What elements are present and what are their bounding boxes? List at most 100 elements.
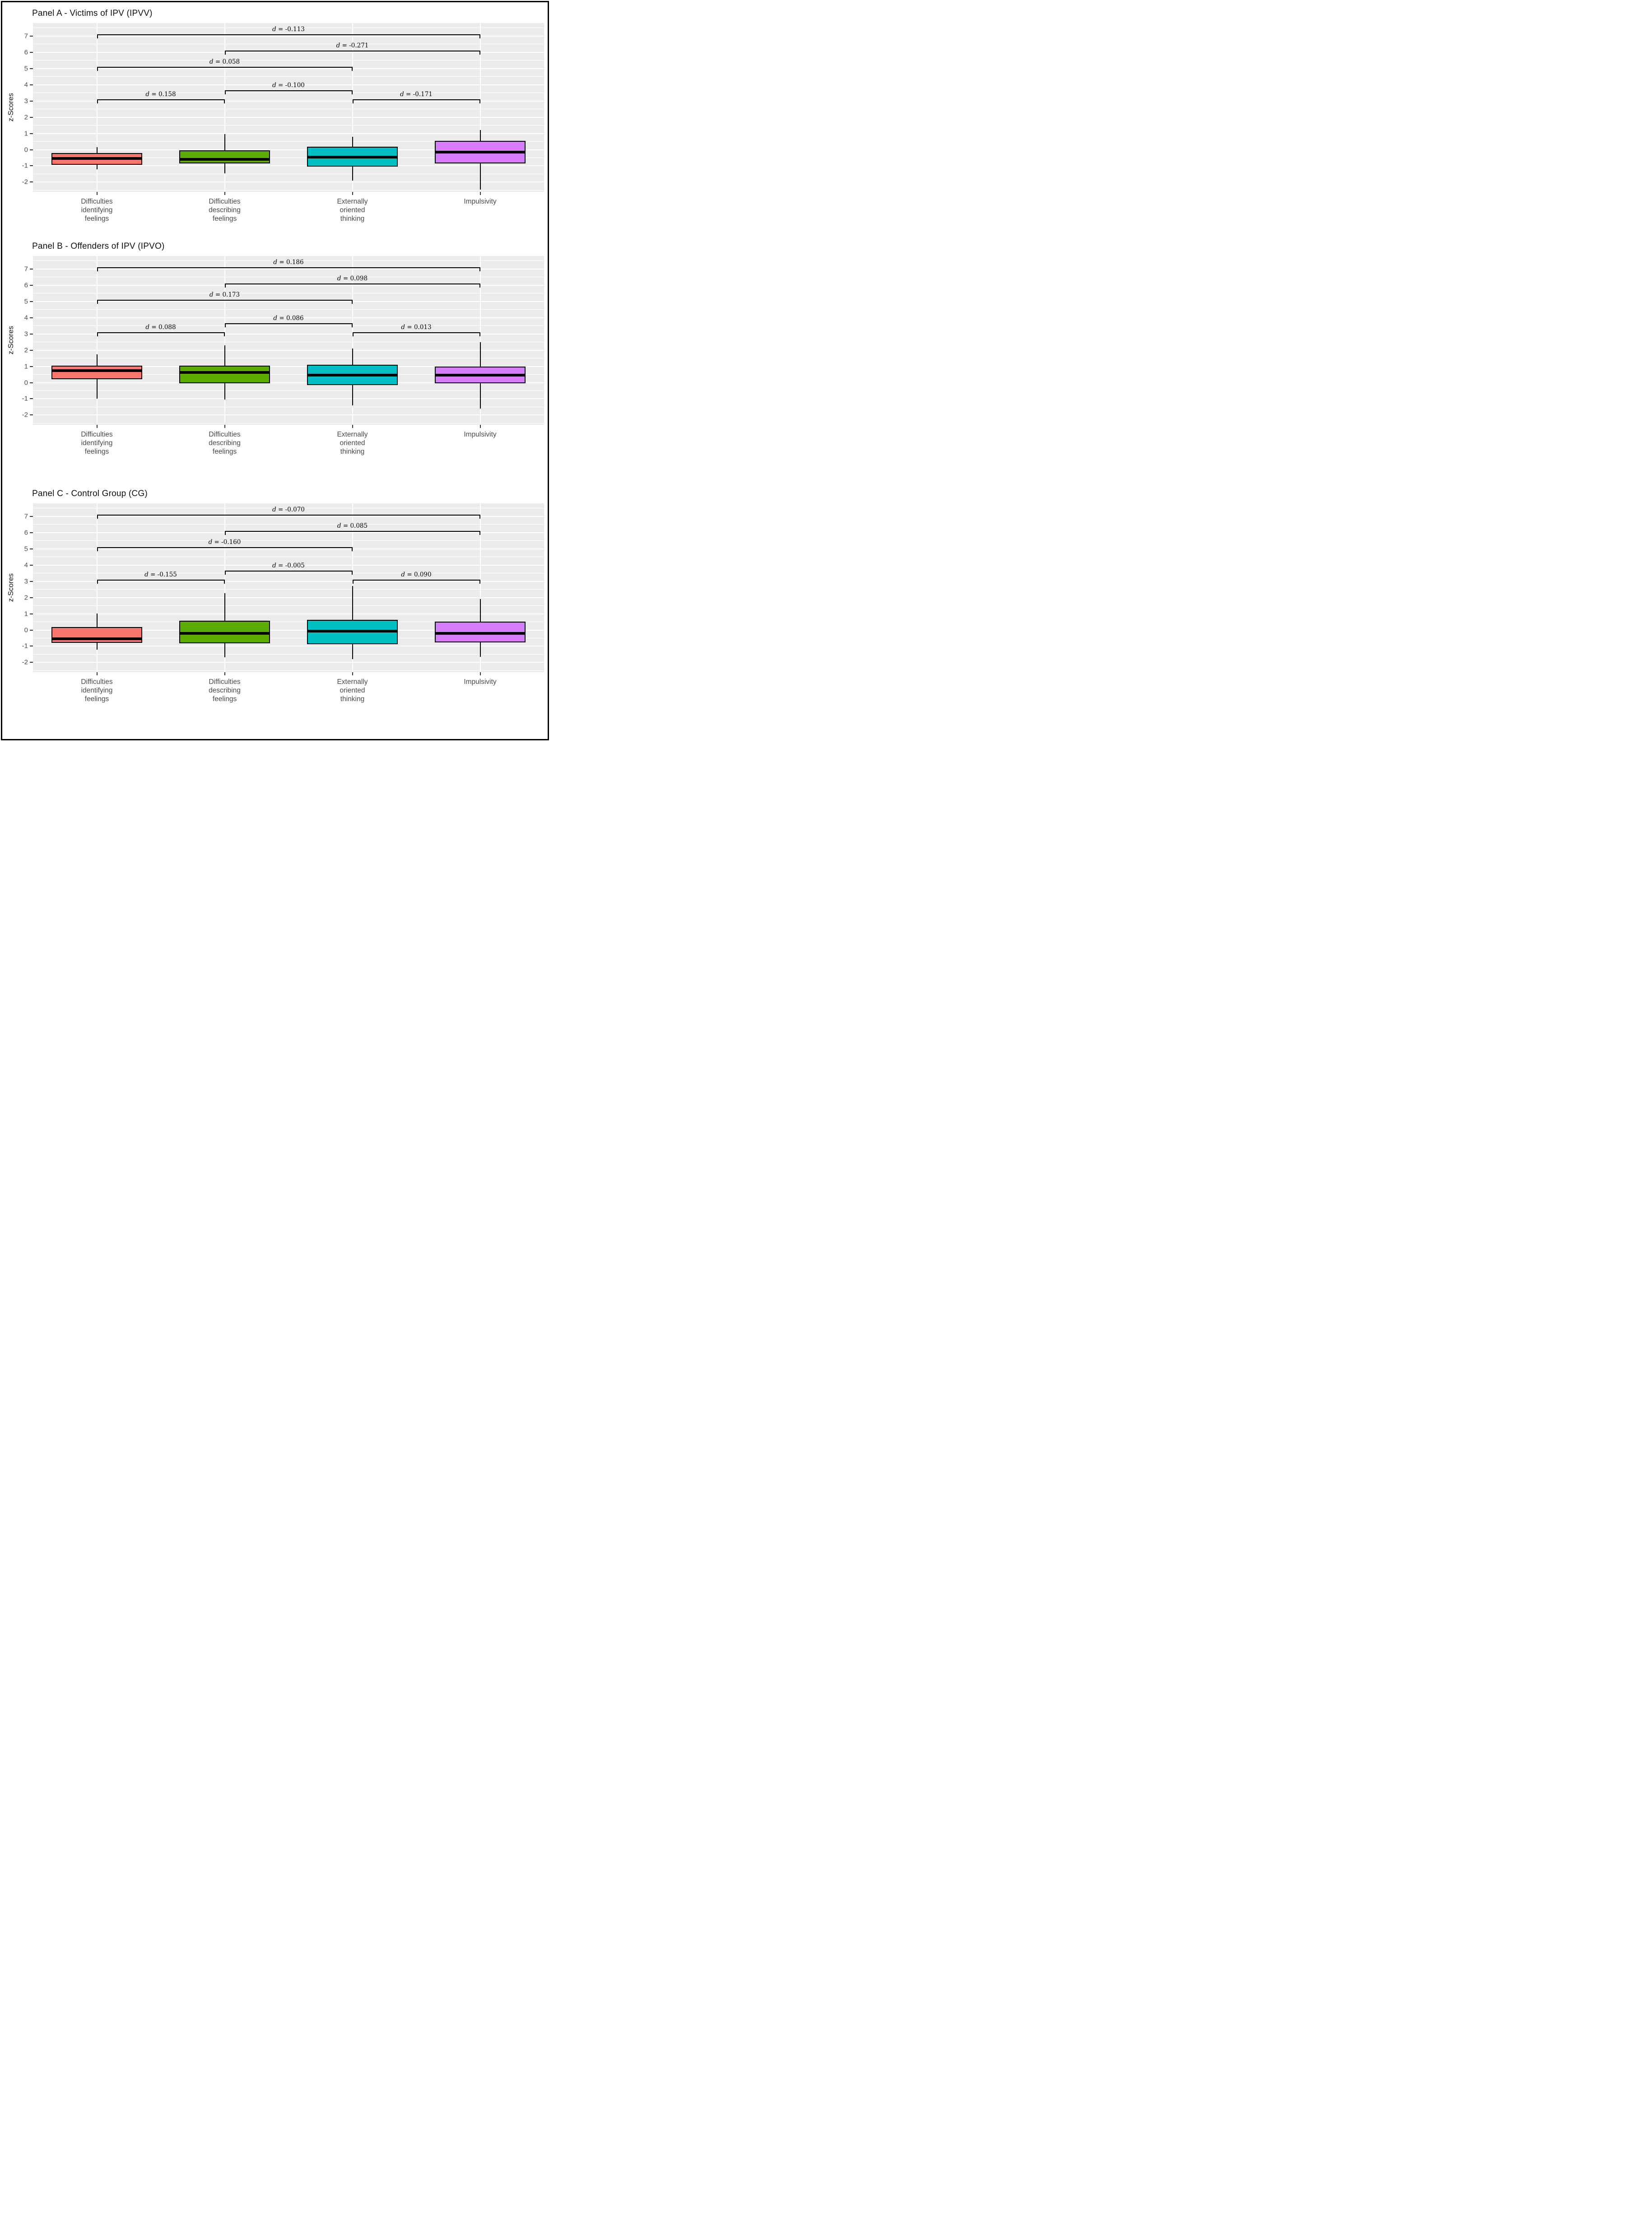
major-gridline	[33, 333, 544, 335]
y-tick-label: 6	[24, 281, 28, 289]
y-tick-mark	[30, 68, 33, 69]
median-line	[435, 150, 526, 153]
box-panel-b-purple	[434, 366, 526, 384]
category-label-2: Difficulties describing feelings	[209, 198, 241, 223]
y-tick-label: 2	[24, 594, 28, 602]
major-gridline	[33, 51, 544, 53]
category-label-line: Externally	[337, 678, 368, 686]
effect-size-label: d = 0.186	[273, 259, 304, 266]
category-label-line: Difficulties	[209, 678, 241, 686]
median-line	[179, 632, 270, 635]
minor-gridline	[33, 605, 544, 606]
box-panel-a-cyan	[307, 147, 398, 167]
effect-size-label: d = -0.070	[272, 506, 305, 514]
y-tick-label: 5	[24, 545, 28, 553]
category-label-line: Difficulties	[209, 198, 241, 205]
major-gridline	[33, 317, 544, 318]
major-gridline	[33, 301, 544, 302]
comparison-bracket	[97, 580, 225, 584]
comparison-bracket	[97, 67, 353, 71]
y-tick-mark	[30, 333, 33, 335]
comparison-bracket	[352, 580, 480, 584]
y-tick-mark	[30, 564, 33, 566]
effect-size-label: d = 0.085	[337, 522, 368, 530]
d-symbol: d	[337, 522, 341, 530]
x-tick-mark	[479, 192, 481, 195]
major-gridline	[33, 564, 544, 566]
y-axis-title-text: z-Scores	[7, 326, 15, 355]
major-gridline	[33, 284, 544, 286]
comparison-bracket	[97, 99, 225, 104]
category-label-line: identifying	[81, 206, 113, 214]
d-value: -0.160	[221, 539, 241, 546]
panel-a-plot-area: d = -0.113 d = -0.271 d = 0.058 d = -0.100 d…	[33, 23, 544, 192]
minor-gridline	[33, 524, 544, 525]
major-gridline	[33, 382, 544, 383]
y-tick-label: 7	[24, 32, 28, 40]
y-tick-mark	[30, 366, 33, 367]
comparison-bracket	[97, 300, 353, 304]
y-tick-mark	[30, 100, 33, 102]
y-tick-label: -1	[22, 162, 28, 170]
d-value: -0.070	[285, 506, 305, 514]
effect-size-label: d = -0.113	[272, 26, 305, 33]
minor-gridline	[33, 325, 544, 326]
major-gridline	[33, 548, 544, 549]
major-gridline	[33, 581, 544, 582]
y-tick-mark	[30, 317, 33, 318]
category-label-4: Impulsivity	[464, 431, 496, 439]
panel-b-ytick-column: 7 6 5 4 3 2 1 0 -1 -2	[17, 256, 33, 425]
panel-a-title: Panel A - Victims of IPV (IPVV)	[32, 9, 153, 18]
effect-size-label: d = -0.160	[208, 539, 241, 546]
category-label-line: oriented	[340, 206, 365, 214]
minor-gridline	[33, 76, 544, 77]
d-value: 0.158	[158, 91, 176, 98]
box-panel-c-green	[179, 621, 270, 643]
d-value: 0.186	[286, 259, 304, 266]
y-tick-label: 0	[24, 626, 28, 634]
panel-c-x-axis-labels: Difficulties identifying feelings Difficult…	[33, 672, 544, 710]
major-gridline	[33, 116, 544, 118]
d-value: 0.098	[350, 275, 368, 283]
minor-gridline	[33, 670, 544, 671]
y-tick-mark	[30, 133, 33, 134]
d-symbol: d	[144, 571, 149, 579]
y-tick-mark	[30, 414, 33, 416]
d-value: 0.086	[286, 315, 304, 322]
category-label-line: thinking	[340, 447, 365, 455]
category-label-line: feelings	[212, 214, 237, 223]
effect-size-label: d = 0.173	[209, 291, 240, 299]
d-value: 0.088	[158, 324, 176, 331]
median-line	[179, 371, 270, 374]
y-tick-mark	[30, 548, 33, 549]
major-gridline	[33, 68, 544, 69]
category-label-line: Difficulties	[81, 431, 113, 438]
y-tick-label: 3	[24, 97, 28, 105]
median-line	[51, 369, 142, 372]
d-symbol: d	[337, 275, 341, 283]
category-label-line: feelings	[212, 695, 237, 703]
box-panel-c-salmon	[51, 627, 143, 643]
d-value: 0.090	[414, 571, 432, 579]
box-panel-a-salmon	[51, 153, 143, 165]
panel-c-plot-row: z-Scores 7 6 5 4 3 2 1 0 -1 -2 d = -0.070 d = 0.085 d…	[6, 503, 544, 672]
category-label-1: Difficulties identifying feelings	[81, 198, 112, 223]
major-gridline	[33, 149, 544, 150]
category-gridline	[352, 23, 353, 192]
category-label-2: Difficulties describing feelings	[209, 431, 241, 456]
d-value: 0.085	[350, 522, 368, 530]
d-value: 0.058	[222, 58, 240, 66]
y-tick-label: 6	[24, 48, 28, 56]
panel-b-plot-row: z-Scores 7 6 5 4 3 2 1 0 -1 -2 d = 0.186 d = 0.098 d …	[6, 256, 544, 425]
category-label-line: Difficulties	[81, 198, 113, 205]
y-tick-label: -1	[22, 395, 28, 403]
category-gridline	[96, 503, 98, 672]
d-symbol: d	[401, 324, 405, 331]
minor-gridline	[33, 141, 544, 142]
category-label-line: Impulsivity	[464, 678, 497, 686]
median-line	[179, 158, 270, 161]
y-tick-mark	[30, 301, 33, 302]
minor-gridline	[33, 260, 544, 261]
x-tick-mark	[224, 192, 225, 195]
category-label-4: Impulsivity	[464, 198, 496, 206]
